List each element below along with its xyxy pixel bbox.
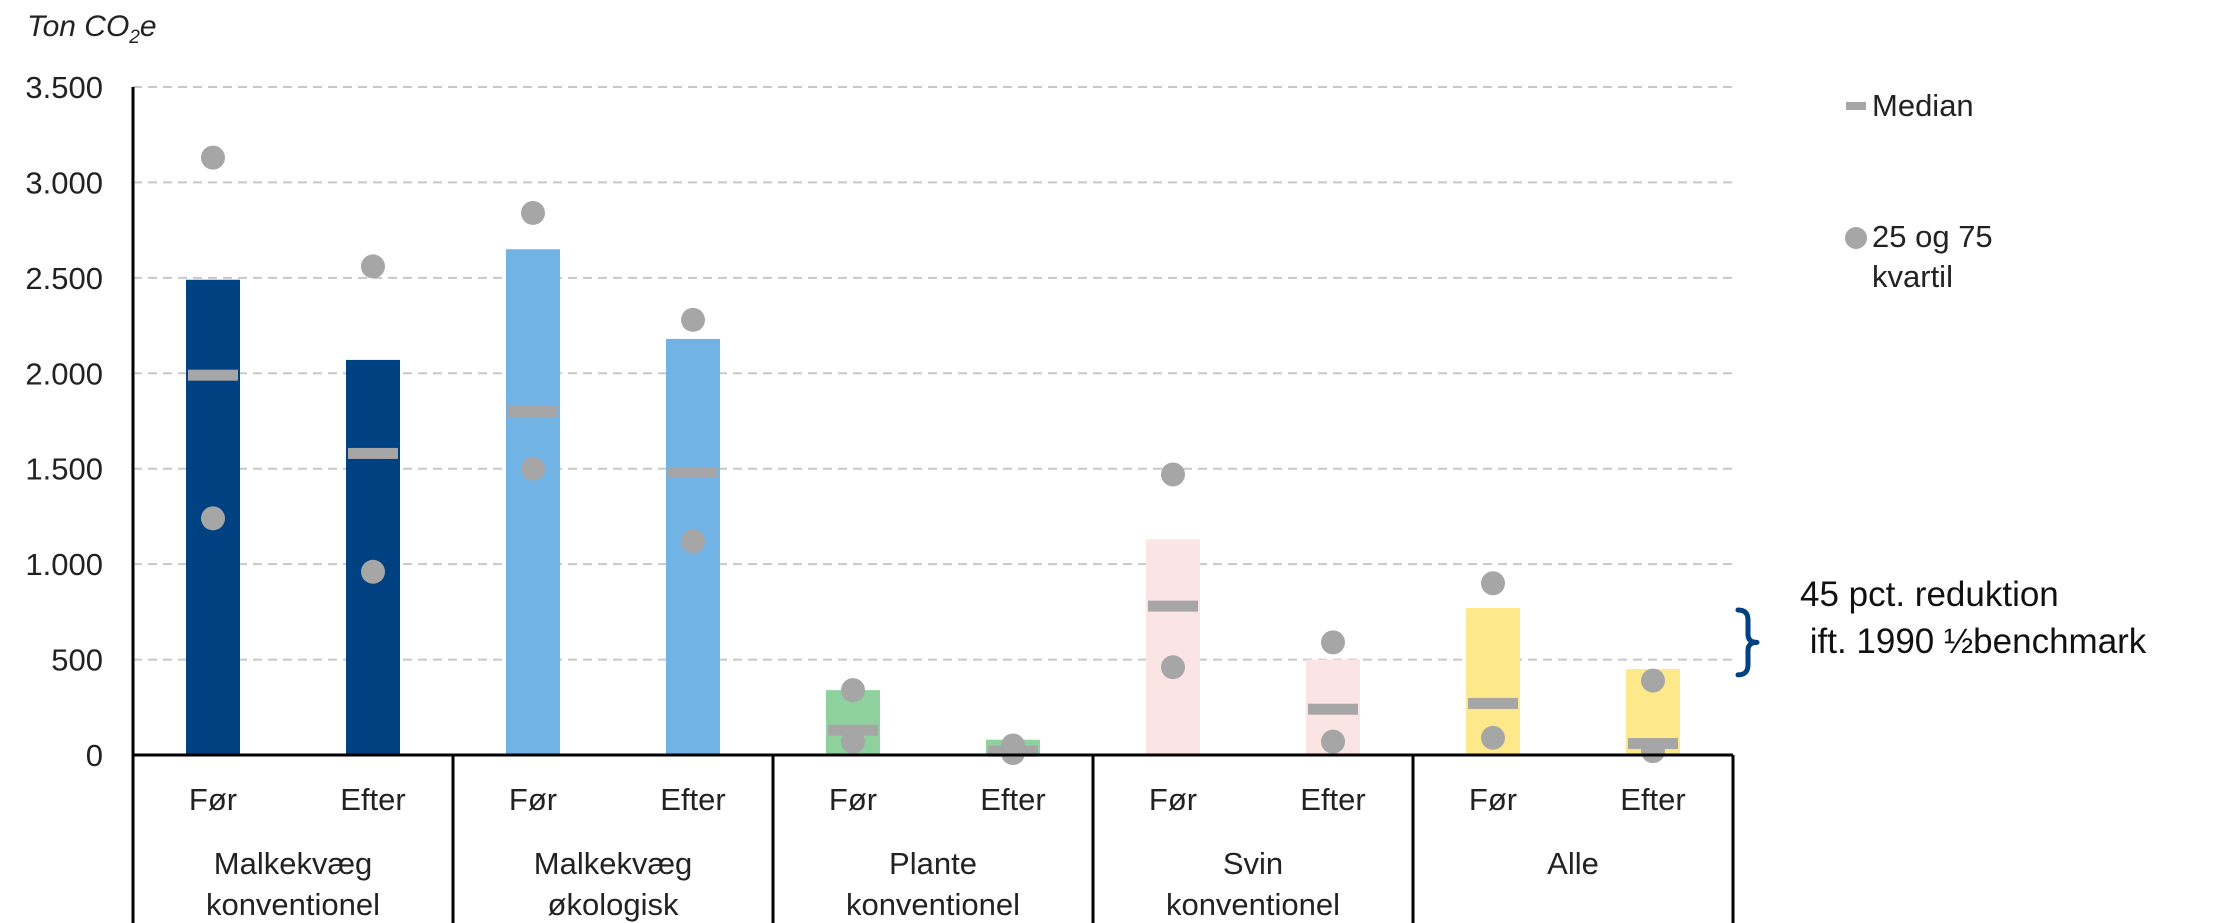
group-label-line2: konventionel: [206, 887, 380, 922]
quartile-25-marker: [841, 729, 865, 754]
median-marker: [1308, 703, 1358, 715]
annotation-bracket: [1735, 607, 1760, 678]
quartile-75-marker: [1001, 733, 1025, 758]
group-label-line1: Malkekvæg: [214, 846, 373, 881]
legend-quartile-swatch: [1845, 227, 1867, 249]
quartile-75-marker: [1161, 462, 1185, 487]
x-tick-label: Efter: [660, 782, 725, 817]
x-tick-label: Før: [189, 782, 237, 817]
bar: [1146, 539, 1200, 755]
median-marker: [1468, 697, 1518, 709]
x-tick-label: Efter: [340, 782, 405, 817]
group-label-line1: Malkekvæg: [534, 846, 693, 881]
quartile-25-marker: [681, 529, 705, 554]
y-tick-label: 500: [51, 643, 103, 678]
y-axis-unit-subscript: 2: [129, 27, 140, 48]
annotation-line1: 45 pct. reduktion: [1800, 575, 2059, 614]
x-tick-label: Efter: [980, 782, 1045, 817]
x-tick-label: Før: [829, 782, 877, 817]
group-label-line2: konventionel: [846, 887, 1020, 922]
group-label-line1: Svin: [1223, 846, 1283, 881]
quartile-25-marker: [1321, 729, 1345, 754]
x-tick-label: Før: [509, 782, 557, 817]
quartile-75-marker: [521, 200, 545, 225]
median-marker: [348, 447, 398, 459]
y-tick-label: 1.000: [25, 547, 103, 582]
y-tick-label: 1.500: [25, 452, 103, 487]
quartile-75-marker: [841, 678, 865, 703]
group-label-line1: Alle: [1547, 846, 1599, 881]
y-axis-unit-prefix: Ton CO: [27, 10, 130, 43]
median-marker: [188, 369, 238, 381]
median-marker: [508, 405, 558, 417]
median-marker: [1148, 600, 1198, 612]
legend-median-swatch: [1846, 102, 1866, 110]
median-marker: [668, 467, 718, 479]
x-tick-label: Før: [1149, 782, 1197, 817]
legend-median-label: Median: [1872, 88, 1974, 123]
y-axis-unit-label: Ton CO2e: [27, 10, 157, 49]
bar: [506, 249, 560, 755]
group-label-line2: konventionel: [1166, 887, 1340, 922]
bar: [346, 359, 400, 755]
quartile-75-marker: [1481, 571, 1505, 596]
quartile-75-marker: [1321, 630, 1345, 655]
group-label-line2: økologisk: [548, 887, 679, 922]
x-tick-label: Før: [1469, 782, 1517, 817]
y-tick-label: 3.500: [25, 70, 103, 105]
quartile-75-marker: [681, 307, 705, 332]
legend-quartile-label-line1: 25 og 75: [1872, 219, 1993, 254]
quartile-25-marker: [1161, 655, 1185, 680]
annotation-line2: ift. 1990 ½benchmark: [1800, 622, 2147, 661]
group-label-line1: Plante: [889, 846, 977, 881]
quartile-25-marker: [361, 559, 385, 584]
y-tick-label: 2.500: [25, 261, 103, 296]
quartile-25-marker: [1641, 739, 1665, 764]
y-tick-label: 2.000: [25, 356, 103, 391]
y-tick-label: 3.000: [25, 165, 103, 200]
y-tick-label: 0: [86, 738, 103, 773]
quartile-25-marker: [1481, 725, 1505, 750]
quartile-75-marker: [361, 254, 385, 279]
quartile-25-marker: [521, 456, 545, 481]
quartile-75-marker: [1641, 668, 1665, 693]
x-tick-label: Efter: [1300, 782, 1365, 817]
quartile-75-marker: [201, 145, 225, 170]
quartile-25-marker: [201, 506, 225, 531]
x-tick-label: Efter: [1620, 782, 1685, 817]
y-axis-unit-suffix: e: [139, 10, 157, 43]
legend-quartile-label-line2: kvartil: [1872, 259, 1953, 294]
